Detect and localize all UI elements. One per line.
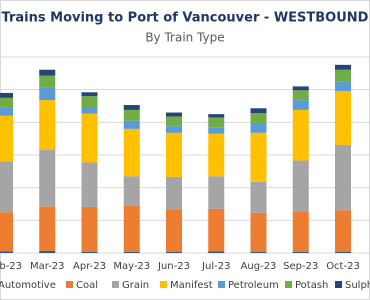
bar-segment	[208, 133, 225, 177]
bar-segment	[292, 211, 309, 253]
bar-segment	[123, 105, 140, 110]
bar-segment	[208, 208, 225, 252]
bar-segment	[250, 113, 267, 123]
bar-segment	[166, 126, 182, 133]
legend-label: Manifest	[170, 280, 213, 291]
legend-label: Petroleum	[228, 280, 279, 291]
bar-segment	[81, 252, 98, 253]
bar-segment	[250, 212, 267, 253]
bar-segment	[292, 252, 309, 253]
bar-segment	[250, 108, 267, 114]
legend-marker	[335, 281, 342, 288]
bar-segment	[208, 114, 225, 118]
bar-segment	[0, 115, 13, 162]
bar-segment	[39, 87, 56, 101]
bar-segment	[39, 69, 56, 76]
chart-title: Trains Moving to Port of Vancouver - WES…	[2, 11, 369, 26]
bar-segment	[123, 252, 140, 253]
legend-label: Coal	[76, 280, 98, 291]
bar-segment	[166, 209, 182, 253]
bar-segment	[292, 109, 309, 161]
legend-label: Grain	[122, 280, 149, 291]
bar-segment	[292, 160, 309, 212]
bar-segment	[39, 100, 56, 150]
bar-segment	[0, 107, 13, 116]
bar-segment	[39, 206, 56, 252]
bar-segment	[208, 176, 225, 209]
bar-segment	[250, 132, 267, 182]
bar-segment	[0, 97, 13, 108]
bar-segment	[335, 81, 351, 91]
bar-segment	[166, 112, 182, 117]
x-tick-label: Mar-23	[30, 261, 65, 272]
legend-marker	[218, 281, 225, 288]
x-tick-label: Aug-23	[241, 261, 277, 272]
bar-segment	[335, 144, 351, 211]
bar-segment	[123, 109, 140, 121]
bar-segment	[335, 69, 351, 82]
bar-segment	[292, 100, 309, 110]
bar-segment	[81, 92, 98, 97]
bar-segment	[39, 149, 56, 207]
legend-label: Automotive	[0, 280, 56, 291]
bar-segment	[250, 122, 267, 133]
legend-label: Sulphur	[345, 280, 370, 291]
legend-marker	[66, 281, 73, 288]
bar-segment	[39, 251, 56, 253]
bar-segment	[208, 251, 225, 253]
legend-marker	[285, 281, 292, 288]
chart-subtitle: By Train Type	[145, 31, 224, 45]
bar-segment	[166, 132, 182, 177]
legend-marker	[160, 281, 167, 288]
legend-marker	[112, 281, 119, 288]
x-tick-label: Feb-23	[0, 261, 22, 272]
bar-segment	[250, 252, 267, 253]
bar-segment	[166, 116, 182, 127]
bar-segment	[166, 176, 182, 210]
bar-segment	[208, 127, 225, 134]
bar-segment	[0, 92, 13, 98]
x-tick-label: Jul-23	[201, 261, 230, 272]
bar-segment	[335, 210, 351, 253]
legend-label: Potash	[295, 280, 328, 291]
bar-segment	[208, 117, 225, 128]
bar-segment	[0, 212, 13, 252]
bar-segment	[81, 96, 98, 107]
bar-segment	[292, 90, 309, 101]
bar-segment	[81, 113, 98, 163]
bar-segment	[166, 252, 182, 253]
bar-segment	[335, 252, 351, 253]
bar-segment	[335, 64, 351, 70]
x-tick-label: Oct-23	[326, 261, 360, 272]
bar-segment	[81, 162, 98, 207]
bar-segment	[123, 205, 140, 253]
bar-segment	[123, 120, 140, 129]
x-tick-label: Sep-23	[283, 261, 318, 272]
bar-segment	[292, 86, 309, 91]
x-tick-label: May-23	[113, 261, 150, 272]
bar-segment	[81, 206, 98, 253]
bar-segment	[335, 90, 351, 145]
x-tick-label: Apr-23	[73, 261, 106, 272]
bar-segment	[250, 181, 267, 213]
bar-segment	[0, 251, 13, 253]
x-tick-label: Jun-23	[157, 261, 190, 272]
bar-segment	[123, 176, 140, 206]
bar-segment	[81, 106, 98, 114]
bar-segment	[0, 161, 13, 213]
bar-segment	[39, 75, 56, 88]
bar-segment	[123, 128, 140, 177]
